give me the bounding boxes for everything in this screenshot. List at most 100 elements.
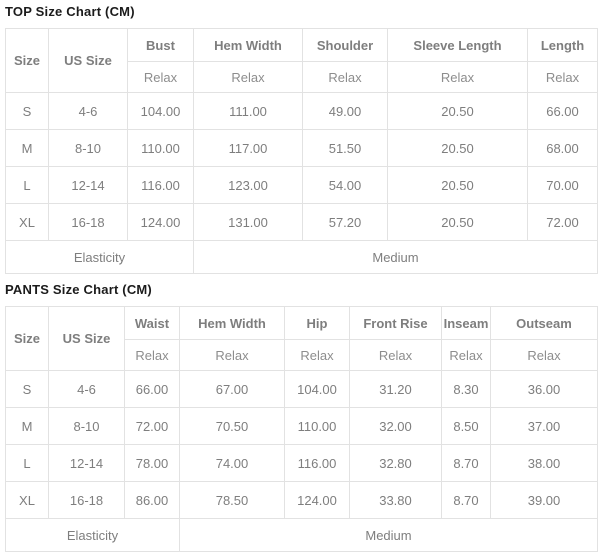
header-row: Size US Size Bust Hem Width Shoulder Sleeve L… [5, 28, 598, 93]
value-cell-hem-width: 70.50 [179, 407, 285, 445]
size-cell: M [5, 129, 49, 167]
us-size-cell: 8-10 [48, 129, 128, 167]
us-size-cell: 16-18 [48, 203, 128, 241]
size-row-l: L 12-14 78.00 74.00 116.00 32.80 8.70 38.00 [5, 444, 598, 482]
top-size-chart-title: TOP Size Chart (CM) [5, 4, 135, 19]
elasticity-label-cell: Elasticity [5, 518, 180, 552]
value-cell-waist: 66.00 [124, 370, 180, 408]
fit-cell-sleeve-length: Relax [387, 61, 528, 93]
value-cell-front-rise: 33.80 [349, 481, 442, 519]
value-cell-hip: 116.00 [284, 444, 350, 482]
value-cell-hem-width: 117.00 [193, 129, 303, 167]
elasticity-value-cell: Medium [179, 518, 598, 552]
column-header-hem-width: Hem Width [193, 28, 303, 62]
value-cell-length: 68.00 [527, 129, 598, 167]
us-size-cell: 4-6 [48, 92, 128, 130]
value-cell-inseam: 8.50 [441, 407, 491, 445]
size-cell: S [5, 92, 49, 130]
value-cell-waist: 86.00 [124, 481, 180, 519]
value-cell-bust: 116.00 [127, 166, 194, 204]
fit-cell-front-rise: Relax [349, 339, 442, 371]
size-cell: M [5, 407, 49, 445]
pants-size-chart-table: Size US Size Waist Hem Width Hip Front Rise In… [5, 306, 598, 552]
value-cell-waist: 72.00 [124, 407, 180, 445]
value-cell-sleeve-length: 20.50 [387, 129, 528, 167]
value-cell-sleeve-length: 20.50 [387, 203, 528, 241]
size-cell: S [5, 370, 49, 408]
value-cell-bust: 104.00 [127, 92, 194, 130]
us-size-corner-header: US Size [48, 28, 128, 93]
fit-cell-length: Relax [527, 61, 598, 93]
size-cell: L [5, 166, 49, 204]
value-cell-length: 70.00 [527, 166, 598, 204]
size-cell: L [5, 444, 49, 482]
size-corner-header: Size [5, 28, 49, 93]
column-header-bust: Bust [127, 28, 194, 62]
value-cell-shoulder: 49.00 [302, 92, 388, 130]
column-header-front-rise: Front Rise [349, 306, 442, 340]
size-cell: XL [5, 203, 49, 241]
value-cell-inseam: 8.70 [441, 444, 491, 482]
value-cell-bust: 110.00 [127, 129, 194, 167]
value-cell-hem-width: 74.00 [179, 444, 285, 482]
value-cell-front-rise: 31.20 [349, 370, 442, 408]
size-row-m: M 8-10 72.00 70.50 110.00 32.00 8.50 37.00 [5, 407, 598, 445]
elasticity-row: Elasticity Medium [5, 518, 598, 552]
size-cell: XL [5, 481, 49, 519]
value-cell-hem-width: 131.00 [193, 203, 303, 241]
value-cell-hem-width: 78.50 [179, 481, 285, 519]
top-size-chart-table: Size US Size Bust Hem Width Shoulder Sleeve L… [5, 28, 598, 274]
column-header-hip: Hip [284, 306, 350, 340]
value-cell-outseam: 39.00 [490, 481, 598, 519]
fit-cell-inseam: Relax [441, 339, 491, 371]
fit-cell-hem-width: Relax [193, 61, 303, 93]
size-row-xl: XL 16-18 86.00 78.50 124.00 33.80 8.70 39.00 [5, 481, 598, 519]
value-cell-hip: 124.00 [284, 481, 350, 519]
value-cell-hem-width: 123.00 [193, 166, 303, 204]
value-cell-waist: 78.00 [124, 444, 180, 482]
column-header-hem-width: Hem Width [179, 306, 285, 340]
value-cell-outseam: 37.00 [490, 407, 598, 445]
value-cell-shoulder: 54.00 [302, 166, 388, 204]
column-header-outseam: Outseam [490, 306, 598, 340]
fit-cell-hem-width: Relax [179, 339, 285, 371]
size-row-s: S 4-6 66.00 67.00 104.00 31.20 8.30 36.00 [5, 370, 598, 408]
value-cell-length: 72.00 [527, 203, 598, 241]
us-size-cell: 4-6 [48, 370, 125, 408]
column-header-waist: Waist [124, 306, 180, 340]
us-size-cell: 16-18 [48, 481, 125, 519]
value-cell-inseam: 8.30 [441, 370, 491, 408]
fit-row: Relax Relax Relax Relax Relax Relax [6, 339, 598, 371]
value-cell-sleeve-length: 20.50 [387, 92, 528, 130]
column-header-shoulder: Shoulder [302, 28, 388, 62]
column-header-sleeve-length: Sleeve Length [387, 28, 528, 62]
size-corner-header: Size [5, 306, 49, 371]
fit-cell-bust: Relax [127, 61, 194, 93]
pants-size-chart-title: PANTS Size Chart (CM) [5, 282, 152, 297]
size-row-m: M 8-10 110.00 117.00 51.50 20.50 68.00 [5, 129, 598, 167]
us-size-corner-header: US Size [48, 306, 125, 371]
elasticity-label-cell: Elasticity [5, 240, 194, 274]
us-size-cell: 12-14 [48, 166, 128, 204]
elasticity-value-cell: Medium [193, 240, 598, 274]
value-cell-hem-width: 67.00 [179, 370, 285, 408]
value-cell-inseam: 8.70 [441, 481, 491, 519]
value-cell-shoulder: 57.20 [302, 203, 388, 241]
us-size-cell: 8-10 [48, 407, 125, 445]
value-cell-outseam: 36.00 [490, 370, 598, 408]
fit-cell-waist: Relax [124, 339, 180, 371]
header-row: Size US Size Waist Hem Width Hip Front Rise In… [5, 306, 598, 371]
value-cell-hip: 110.00 [284, 407, 350, 445]
elasticity-row: Elasticity Medium [5, 240, 598, 274]
fit-cell-outseam: Relax [490, 339, 598, 371]
value-cell-outseam: 38.00 [490, 444, 598, 482]
value-cell-shoulder: 51.50 [302, 129, 388, 167]
value-cell-bust: 124.00 [127, 203, 194, 241]
size-row-l: L 12-14 116.00 123.00 54.00 20.50 70.00 [5, 166, 598, 204]
value-cell-hem-width: 111.00 [193, 92, 303, 130]
value-cell-sleeve-length: 20.50 [387, 166, 528, 204]
value-cell-length: 66.00 [527, 92, 598, 130]
size-row-xl: XL 16-18 124.00 131.00 57.20 20.50 72.00 [5, 203, 598, 241]
value-cell-hip: 104.00 [284, 370, 350, 408]
